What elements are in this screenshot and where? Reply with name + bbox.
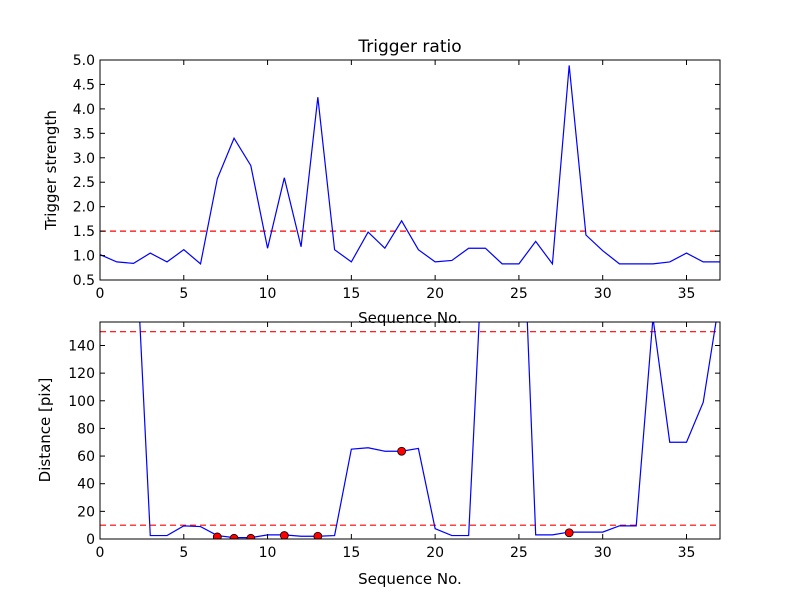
x-tick-label: 10 — [259, 286, 277, 302]
selected-markers — [213, 447, 573, 542]
x-tick-label: 5 — [179, 286, 188, 302]
x-tick-label: 20 — [426, 286, 444, 302]
series-line — [134, 193, 717, 537]
y-tick-label: 4.0 — [73, 102, 95, 118]
x-axis-ticks: 0 5 10 15 20 25 30 35 — [96, 60, 696, 302]
x-tick-label: 35 — [678, 545, 696, 561]
chart-title: Trigger ratio — [357, 37, 461, 57]
x-tick-label: 15 — [342, 286, 360, 302]
threshold-lines — [100, 332, 720, 526]
y-tick-label: 4.5 — [73, 77, 95, 93]
x-axis-label: Sequence No. — [358, 570, 462, 588]
y-axis-label: Distance [pix] — [36, 378, 54, 483]
y-tick-label: 3.5 — [73, 126, 95, 142]
x-tick-label: 0 — [96, 286, 105, 302]
y-tick-label: 3.0 — [73, 151, 95, 167]
y-axis-label: Trigger strength — [42, 110, 60, 231]
trigger-strength-series — [100, 65, 720, 263]
x-tick-label: 30 — [594, 286, 612, 302]
marker-point — [398, 447, 406, 455]
x-tick-label: 25 — [510, 286, 528, 302]
y-tick-label: 40 — [77, 477, 95, 493]
y-tick-label: 1.0 — [73, 249, 95, 265]
y-tick-label: 0.5 — [73, 273, 95, 289]
x-tick-label: 5 — [179, 545, 188, 561]
marker-point — [230, 534, 238, 542]
x-axis-label: Sequence No. — [358, 309, 462, 327]
distance-series — [134, 193, 717, 537]
marker-point — [247, 534, 255, 542]
x-tick-label: 30 — [594, 545, 612, 561]
marker-point — [280, 532, 288, 540]
x-tick-label: 20 — [426, 545, 444, 561]
x-tick-label: 35 — [678, 286, 696, 302]
plot-frame — [100, 322, 720, 539]
marker-point — [213, 533, 221, 541]
y-axis-ticks: 0.5 1.0 1.5 2.0 2.5 3.0 3.5 4.0 4.5 5.0 — [73, 53, 720, 289]
y-tick-label: 0 — [86, 532, 95, 548]
x-tick-label: 25 — [510, 545, 528, 561]
x-tick-label: 0 — [96, 545, 105, 561]
y-tick-label: 2.0 — [73, 200, 95, 216]
series-line — [100, 65, 720, 263]
y-tick-label: 2.5 — [73, 175, 95, 191]
y-tick-label: 140 — [68, 338, 95, 354]
plot-frame — [100, 60, 720, 280]
y-tick-label: 60 — [77, 449, 95, 465]
trigger-ratio-chart: Trigger ratio 0 5 10 15 20 25 30 35 0.5 1.0 1.5 2.… — [42, 37, 720, 327]
y-tick-label: 5.0 — [73, 53, 95, 69]
y-axis-ticks: 0 20 40 60 80 100 120 140 — [68, 338, 720, 548]
y-tick-label: 1.5 — [73, 224, 95, 240]
y-tick-label: 100 — [68, 394, 95, 410]
y-tick-label: 120 — [68, 366, 95, 382]
marker-point — [565, 529, 573, 537]
x-tick-label: 10 — [259, 545, 277, 561]
y-tick-label: 20 — [77, 504, 95, 520]
y-tick-label: 80 — [77, 421, 95, 437]
x-tick-label: 15 — [342, 545, 360, 561]
